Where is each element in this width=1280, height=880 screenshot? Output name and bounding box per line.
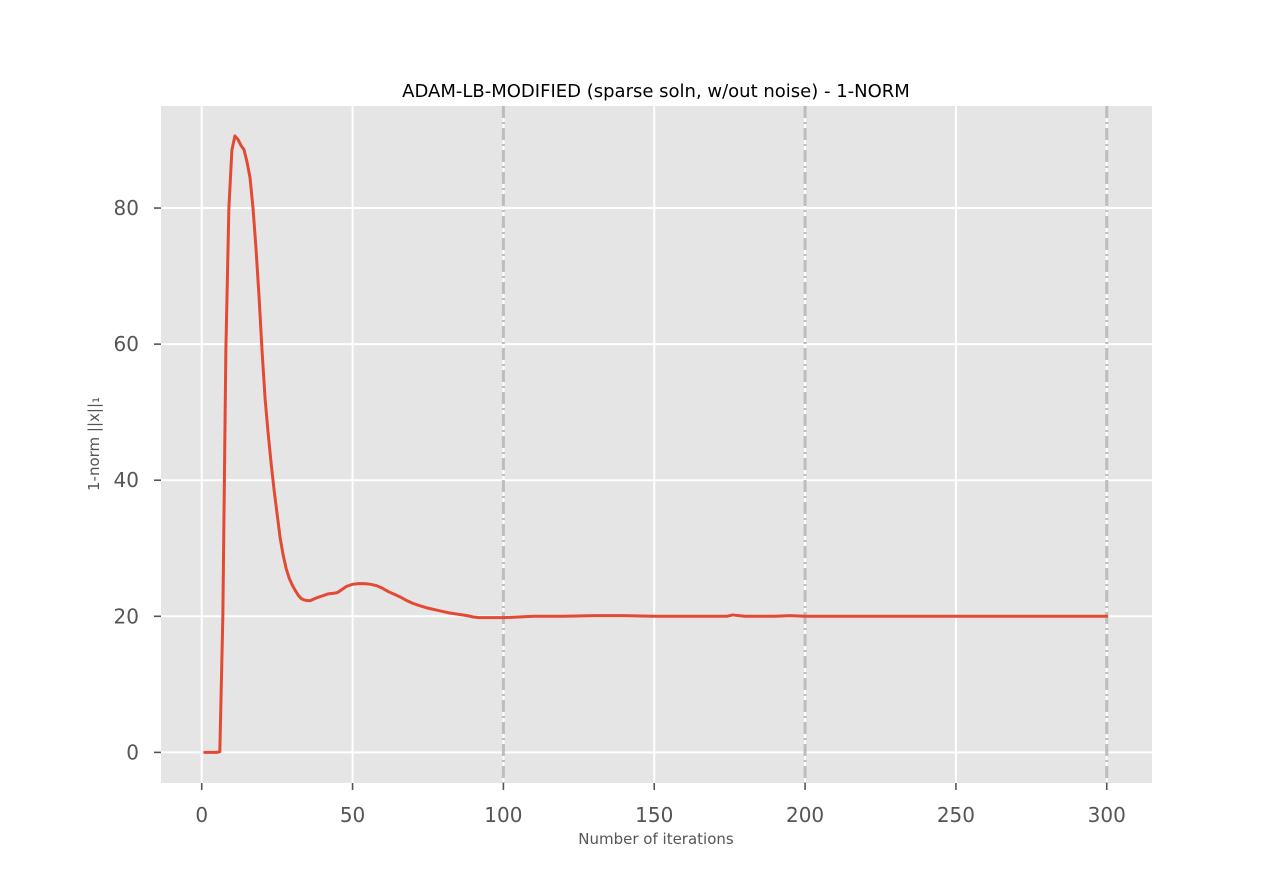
x-tick-label: 50 (340, 803, 365, 827)
y-axis-label: 1-norm ||x||₁ (85, 397, 103, 491)
y-tick-label: 80 (114, 196, 139, 220)
x-tick-label: 100 (484, 803, 522, 827)
x-tick-label: 200 (786, 803, 824, 827)
x-tick-label: 250 (937, 803, 975, 827)
x-axis-label: Number of iterations (578, 830, 734, 848)
x-tick-label: 150 (635, 803, 673, 827)
y-tick-label: 60 (114, 332, 139, 356)
plot-area (161, 106, 1152, 783)
iteration-markers (501, 106, 1109, 783)
chart-title: ADAM-LB-MODIFIED (sparse soln, w/out noi… (402, 81, 910, 102)
series-layer (203, 134, 1109, 754)
y-tick-label: 40 (114, 468, 139, 492)
series-line (203, 134, 1109, 754)
x-tick-label: 0 (195, 803, 208, 827)
y-tick-label: 0 (126, 740, 139, 764)
y-tick-label: 20 (114, 604, 139, 628)
x-tick-label: 300 (1088, 803, 1126, 827)
axis-ticks: 0 50 100 150 200 250 300 0 20 40 60 80 (114, 196, 1126, 827)
